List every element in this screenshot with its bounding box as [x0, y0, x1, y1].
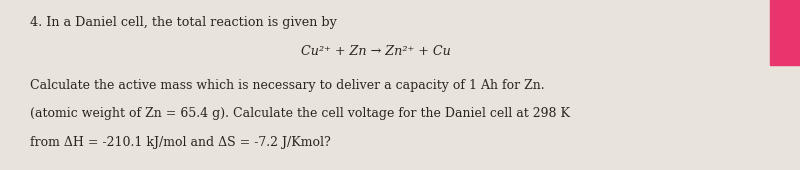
Text: Cu²⁺ + Zn → Zn²⁺ + Cu: Cu²⁺ + Zn → Zn²⁺ + Cu	[301, 45, 451, 57]
Text: from ΔH = -210.1 kJ/mol and ΔS = -7.2 J/Kmol?: from ΔH = -210.1 kJ/mol and ΔS = -7.2 J/…	[30, 136, 331, 149]
Text: (atomic weight of Zn = 65.4 g). Calculate the cell voltage for the Daniel cell a: (atomic weight of Zn = 65.4 g). Calculat…	[30, 107, 570, 120]
Bar	[770, 0, 800, 65]
Text: Calculate the active mass which is necessary to deliver a capacity of 1 Ah for Z: Calculate the active mass which is neces…	[30, 79, 545, 91]
Text: 4. In a Daniel cell, the total reaction is given by: 4. In a Daniel cell, the total reaction …	[30, 16, 338, 29]
